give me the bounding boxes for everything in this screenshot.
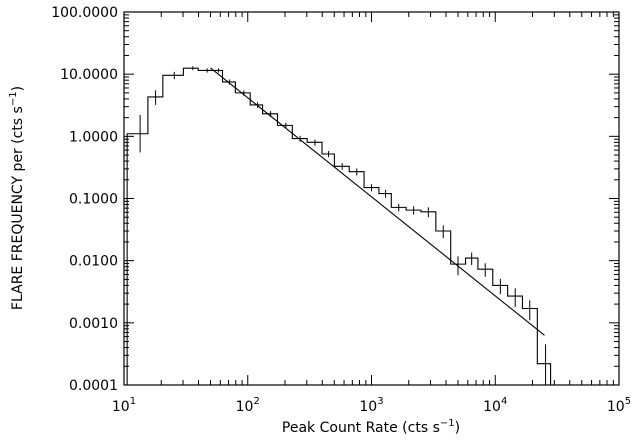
fit-line xyxy=(210,67,545,336)
x-tick-label: 105 xyxy=(607,396,631,415)
y-tick-label: 10.0000 xyxy=(60,67,118,83)
y-axis-label-end: ) xyxy=(10,86,26,91)
x-axis-label-end: ) xyxy=(455,420,460,436)
y-tick-label: 0.0001 xyxy=(69,378,118,394)
x-tick-labels: 101 102 103 104 105 xyxy=(112,396,631,415)
x-axis-label: Peak Count Rate (cts s−1) xyxy=(282,418,460,436)
plot-layer xyxy=(126,66,552,385)
x-tick-label: 103 xyxy=(359,396,383,415)
y-tick-labels: 0.0001 0.0010 0.0100 0.1000 1.0000 10.0000 100… xyxy=(51,5,118,394)
y-tick-label: 0.0100 xyxy=(69,254,118,270)
y-tick-label: 0.0010 xyxy=(69,316,118,332)
x-tick-label: 102 xyxy=(236,396,260,415)
y-axis-label-sup: −1 xyxy=(8,91,19,106)
y-tick-label: 1.0000 xyxy=(69,129,118,145)
y-axis-label-main: FLARE FREQUENCY per (cts s xyxy=(10,106,26,310)
x-axis-label-sup: −1 xyxy=(440,418,455,429)
y-tick-label: 0.1000 xyxy=(69,192,118,208)
axes-layer xyxy=(123,11,620,386)
y-tick-label: 100.0000 xyxy=(51,5,118,21)
x-tick-label: 104 xyxy=(483,396,507,415)
y-axis-label: FLARE FREQUENCY per (cts s−1) xyxy=(8,86,26,310)
x-tick-label: 101 xyxy=(112,396,136,415)
histogram-series xyxy=(126,67,552,385)
plot-frame xyxy=(123,11,620,386)
x-axis-label-main: Peak Count Rate (cts s xyxy=(282,420,440,436)
